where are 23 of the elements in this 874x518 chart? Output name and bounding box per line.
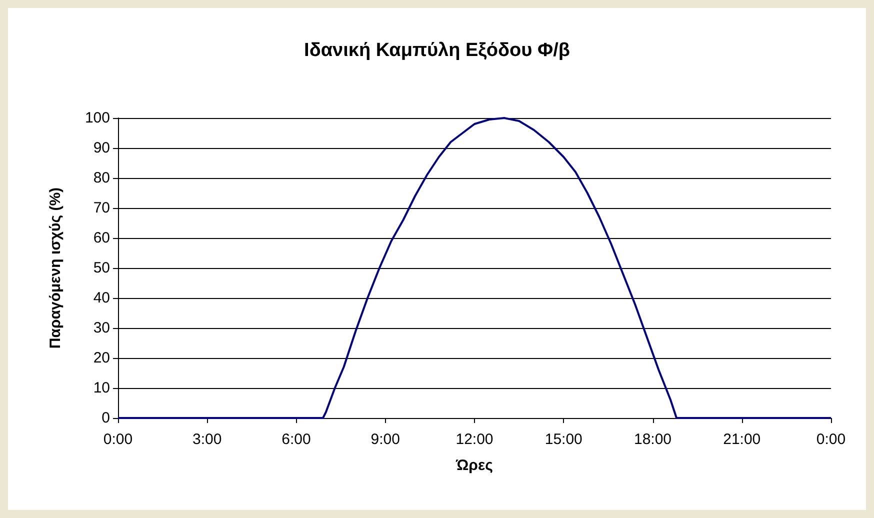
x-tick-label: 9:00 — [370, 431, 400, 448]
x-tick-label: 15:00 — [544, 431, 582, 448]
y-tick-label: 60 — [93, 230, 110, 246]
y-tick-label: 30 — [93, 320, 110, 336]
x-tick-label: 21:00 — [723, 431, 761, 448]
y-tick-label: 50 — [93, 260, 110, 276]
y-tick-label: 80 — [93, 170, 110, 186]
x-tick-label: 0:00 — [816, 431, 846, 448]
y-axis-title: Παραγόμενη ισχύς (%) — [47, 187, 64, 349]
y-tick-label: 20 — [93, 350, 110, 366]
x-tick-label: 18:00 — [634, 431, 672, 448]
y-tick-label: 0 — [102, 410, 110, 426]
y-tick-label: 90 — [93, 140, 110, 156]
x-tick-label: 3:00 — [192, 431, 222, 448]
y-tick-label: 100 — [84, 110, 110, 126]
x-axis-title: Ώρες — [455, 457, 494, 474]
x-tick-label: 6:00 — [282, 431, 311, 448]
y-tick-label: 10 — [93, 380, 110, 396]
x-tick-label: 12:00 — [456, 431, 494, 448]
y-tick-label: 70 — [93, 200, 110, 216]
chart-title: Ιδανική Καμπύλη Εξόδου Φ/β — [304, 40, 570, 61]
x-tick-label: 0:00 — [103, 431, 133, 448]
y-tick-label: 40 — [93, 290, 110, 306]
